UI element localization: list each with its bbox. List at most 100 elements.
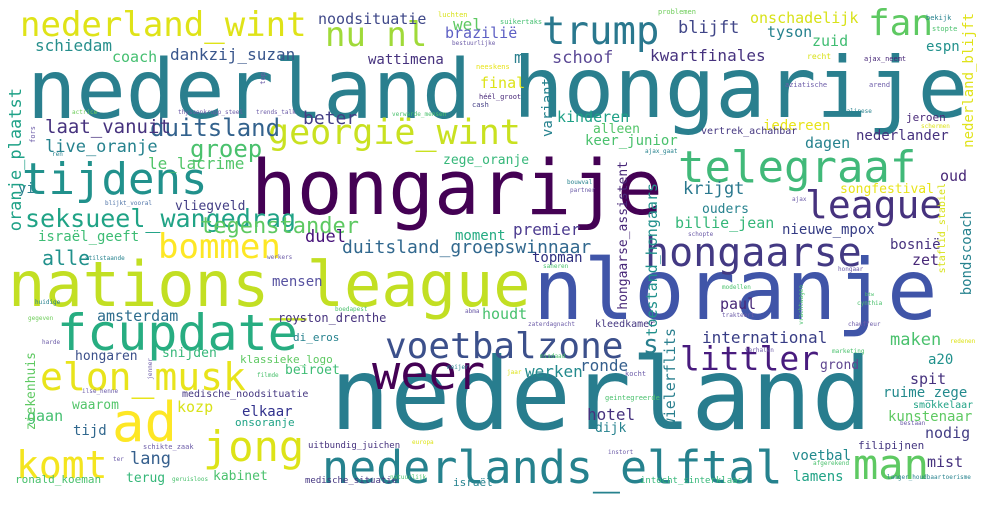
wordcloud-word: gegeven (28, 315, 54, 322)
wordcloud-word: weer (372, 346, 486, 401)
wordcloud-word: medische_noodsituatie (182, 389, 309, 400)
wordcloud-word: spit (910, 370, 947, 388)
wordcloud-word: staflid_stabiel (937, 183, 948, 274)
wordcloud-word: kwartfinales (650, 46, 766, 65)
wordcloud-word: vliegveld (175, 199, 246, 214)
wordcloud-word: songfestival (840, 182, 934, 197)
wordcloud-word: oud (940, 167, 968, 185)
wordcloud-word: schikte_zaak (143, 443, 194, 451)
wordcloud-word: filipijnen (858, 439, 925, 452)
wordcloud-word: smokkelaar (913, 400, 974, 411)
wordcloud-word: nloranje (533, 241, 938, 339)
wordcloud-word: oranje_plaatst (6, 88, 26, 232)
wordcloud-word: amsterdam (97, 307, 179, 325)
wordcloud-word: suikertaks (500, 18, 543, 26)
wordcloud-word: aziatische (785, 81, 828, 89)
wordcloud-word: cash (472, 101, 489, 109)
wordcloud-word: werken (525, 362, 583, 381)
wordcloud-word: schermen (921, 123, 950, 130)
wordcloud-word: m (514, 48, 524, 67)
wordcloud-word: lang (130, 449, 171, 469)
wordcloud-word: intocht_sinterklaas (640, 476, 743, 486)
wordcloud-word: tijd (73, 423, 107, 439)
wordcloud-word: btw (865, 292, 875, 298)
wordcloud-word: mist (927, 453, 964, 471)
wordcloud-word: premier (513, 220, 581, 239)
wordcloud-word: meijer (447, 364, 469, 371)
wordcloud-word: vertrek_achahbar (701, 126, 798, 137)
wordcloud-word: onschadelijk (750, 9, 859, 27)
wordcloud-word: man (853, 440, 929, 489)
wordcloud-word: wel (453, 15, 482, 34)
wordcloud-word: s (643, 330, 659, 360)
wordcloud-word: groep (190, 135, 263, 163)
wordcloud-word: coach (112, 48, 158, 66)
wordcloud-word: trakteert (722, 312, 755, 319)
wordcloud-word: nederlands_elftal (322, 441, 783, 494)
wordcloud-word: abma (465, 308, 480, 315)
wordcloud-word: voetbalzone (385, 326, 624, 367)
wordcloud-word: thyssenkrupp_steel (178, 109, 244, 116)
wordcloud-word: vrachtwagen (798, 285, 805, 325)
wordcloud-word: jong (203, 422, 305, 471)
wordcloud-word: neeskens (476, 63, 510, 71)
wordcloud-word: schiedam (35, 36, 113, 55)
wordcloud-word: voetbal (792, 448, 852, 464)
wordcloud-word: top (259, 72, 267, 85)
wordcloud-word: nu nl (325, 15, 428, 55)
wordcloud-word: wielerflits (661, 328, 679, 428)
wordcloud-word: noodsituatie (318, 10, 427, 28)
wordcloud-word: nederland (330, 336, 872, 453)
wordcloud-word: ruime_zege (883, 385, 968, 401)
wordcloud-word: seksueel_wangedrag (25, 204, 296, 233)
wordcloud-word: nederland (27, 43, 472, 138)
wordcloud-word: tijdens (22, 154, 208, 205)
wordcloud-word: billie_jean (675, 214, 775, 232)
wordcloud-word: tyson (767, 23, 813, 41)
wordcloud-word: hongaarse (645, 230, 862, 276)
wordcloud-word: di_eros (293, 331, 340, 344)
wordcloud-word: hotel (587, 405, 636, 424)
wordcloud-word: elkaar (242, 404, 293, 420)
wordcloud-word: fors (29, 126, 37, 143)
wordcloud-word: ajax_neemt (864, 55, 907, 63)
wordcloud-word: redenen (950, 338, 976, 345)
wordcloud-word: ad (112, 391, 178, 454)
wordcloud-word: hongaar (838, 266, 864, 273)
wordcloud-word: ilse_henne (82, 388, 119, 395)
wordcloud-word: zege_oranje (443, 153, 530, 168)
wordcloud-word: jeroen (906, 111, 946, 124)
wordcloud-word: marketing (832, 348, 865, 355)
wordcloud-word: nederland_wint (20, 5, 307, 45)
wordcloud-word: huidige (35, 299, 61, 306)
wordcloud-word: final (480, 74, 526, 92)
wordcloud-word: natuurlijk (390, 474, 427, 481)
wordcloud-word: uitbundig_juichen (308, 441, 401, 451)
wordcloud-word: saneren (543, 263, 569, 270)
wordcloud-word: klassieke_logo (240, 353, 333, 366)
wordcloud-word: misdaad (540, 353, 566, 360)
wordcloud-word: schoof (552, 48, 614, 68)
wordcloud-word: brazilië (445, 24, 518, 42)
wordcloud-word: nieuwe_mpox (782, 222, 875, 238)
wordcloud-word: stopte (932, 25, 958, 33)
wordcloud-word: héél_groot (479, 93, 522, 101)
wordcloud-word: hongaarse_assistent (616, 161, 631, 310)
wordcloud-word: kabinet (213, 469, 268, 484)
wordcloud-word: royston_drenthe (278, 311, 387, 325)
wordcloud-word: mensen (272, 274, 323, 290)
wordcloud-word: georgië_wint (268, 113, 521, 153)
wordcloud-word: grond (820, 358, 860, 373)
wordcloud-word: trends_talk (256, 109, 296, 116)
wordcloud-word: nations_league (8, 248, 531, 321)
wordcloud-word: ter (113, 456, 124, 463)
wordcloud-word: bestuurlijke (452, 40, 496, 47)
wordcloud-word: live_oranje (45, 137, 158, 157)
wordcloud-word: geruisloos (172, 476, 209, 483)
wordcloud-word: wattimena (368, 52, 444, 68)
wordcloud-word: littler (680, 339, 820, 378)
wordcloud-word: duitsland_groepswinnaar (342, 237, 592, 258)
wordcloud-word: gaan (27, 407, 64, 425)
wordcloud-word: variant (540, 78, 556, 138)
wordcloud-word: duel (305, 227, 346, 247)
